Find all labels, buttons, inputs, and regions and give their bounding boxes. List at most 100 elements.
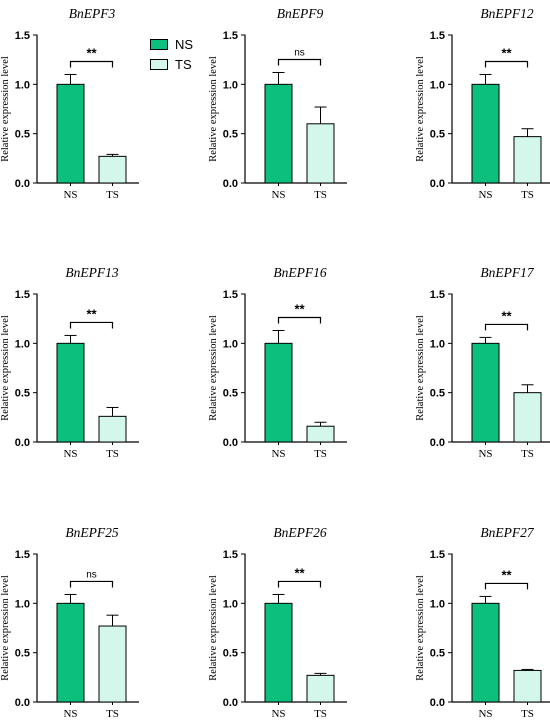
chart-6-bar-ns (471, 342, 500, 443)
chart-7-y-tick-label: 1.5 (15, 549, 30, 561)
chart-5-y-tick-label: 0.5 (223, 388, 238, 400)
chart-6-y-tick-label: 0.5 (430, 388, 445, 400)
chart-4-y-label: Relative expression level (0, 315, 11, 421)
chart-3-title: BnEPF12 (480, 6, 533, 21)
chart-5-significance-label: ** (294, 302, 305, 317)
chart-9-y-tick-label: 0.0 (430, 697, 445, 709)
chart-7-y-tick-label: 1.0 (15, 598, 30, 610)
chart-8-title: BnEPF26 (273, 525, 326, 540)
chart-8-y-label: Relative expression level (208, 575, 219, 681)
legend-label-ns: NS (175, 36, 194, 52)
chart-3-y-tick-label: 0.0 (430, 178, 445, 190)
chart-1-title: BnEPF3 (69, 6, 116, 21)
chart-7-y-label: Relative expression level (0, 575, 11, 681)
chart-7-bar-ns (56, 602, 85, 703)
chart-9-bar-ns (471, 602, 500, 703)
chart-1-y-label: Relative expression level (0, 56, 11, 162)
chart-5-x-tick-label-ns: NS (271, 448, 285, 460)
chart-4-y-tick-label: 1.5 (15, 289, 30, 301)
chart-5-y-tick-label: 1.5 (223, 289, 238, 301)
chart-7-title: BnEPF25 (65, 525, 118, 540)
chart-3-y-tick-label: 1.0 (430, 79, 445, 91)
chart-7-significance-bracket (69, 580, 114, 588)
chart-1-y-tick-label: 1.0 (15, 79, 30, 91)
chart-9-y-label: Relative expression level (415, 575, 426, 681)
chart-3-bar-ts (513, 136, 542, 184)
chart-4-x-tick-label-ns: NS (63, 448, 77, 460)
chart-3-bar-ns (471, 83, 500, 184)
chart-8-bar-ns (264, 602, 293, 703)
chart-9-y-tick-label: 1.0 (430, 598, 445, 610)
chart-5-y-tick-label: 1.0 (223, 338, 238, 350)
chart-2-significance-label: ns (294, 47, 305, 58)
chart-1-y-tick-label: 1.5 (15, 30, 30, 42)
chart-1-y-tick-label: 0.0 (15, 178, 30, 190)
chart-7-bar-ts (98, 625, 127, 703)
legend-item-ts: TS (150, 54, 193, 74)
chart-9-significance-bracket (484, 582, 529, 590)
chart-9-significance-label: ** (501, 567, 512, 582)
legend: NS TS (150, 34, 193, 74)
chart-1-x-tick-label-ns: NS (63, 189, 77, 201)
chart-9-x-tick-label-ts: TS (521, 708, 534, 720)
chart-2-y-tick-label: 0.0 (223, 178, 238, 190)
chart-8-y-tick-label: 0.5 (223, 648, 238, 660)
chart-8-x-tick-label-ts: TS (314, 708, 327, 720)
chart-5-bar-ts (306, 425, 335, 443)
chart-2-y-tick-label: 1.5 (223, 30, 238, 42)
chart-1-y-tick-label: 0.5 (15, 129, 30, 141)
chart-2-significance-bracket (277, 58, 322, 66)
chart-3-y-tick-label: 1.5 (430, 30, 445, 42)
chart-2-bar-ts (306, 123, 335, 184)
chart-5-bar-ns (264, 342, 293, 443)
chart-2-y-label: Relative expression level (208, 56, 219, 162)
legend-item-ns: NS (150, 34, 193, 54)
chart-7-x-tick-label-ns: NS (63, 708, 77, 720)
chart-6-significance-bracket (484, 323, 529, 331)
chart-6-y-tick-label: 1.5 (430, 289, 445, 301)
chart-7-x-tick-label-ts: TS (106, 708, 119, 720)
chart-5-significance-bracket (277, 316, 322, 324)
chart-8-y-tick-label: 0.0 (223, 697, 238, 709)
chart-4-significance-label: ** (86, 306, 97, 321)
chart-8-significance-bracket (277, 580, 322, 588)
chart-7-y-tick-label: 0.5 (15, 648, 30, 660)
chart-2-x-tick-label-ts: TS (314, 189, 327, 201)
chart-8-significance-label: ** (294, 565, 305, 580)
chart-1-bar-ns (56, 83, 85, 184)
chart-9-title: BnEPF27 (480, 525, 534, 540)
chart-3-significance-label: ** (501, 45, 512, 60)
chart-4-significance-bracket (69, 321, 114, 329)
chart-3-x-tick-label-ns: NS (478, 189, 492, 201)
chart-6-bar-ts (513, 392, 542, 443)
chart-4-bar-ns (56, 342, 85, 443)
chart-2-y-tick-label: 1.0 (223, 79, 238, 91)
legend-swatch-ts (150, 58, 168, 70)
chart-7-y-tick-label: 0.0 (15, 697, 30, 709)
chart-4-y-tick-label: 0.5 (15, 388, 30, 400)
chart-6-title: BnEPF17 (480, 265, 534, 280)
chart-8-y-tick-label: 1.0 (223, 598, 238, 610)
chart-4-x-tick-label-ts: TS (106, 448, 119, 460)
chart-9-y-tick-label: 0.5 (430, 648, 445, 660)
chart-9-x-tick-label-ns: NS (478, 708, 492, 720)
chart-5-x-tick-label-ts: TS (314, 448, 327, 460)
chart-2-y-tick-label: 0.5 (223, 129, 238, 141)
chart-3-y-label: Relative expression level (415, 56, 426, 162)
legend-label-ts: TS (175, 56, 192, 72)
chart-6-significance-label: ** (501, 308, 512, 323)
chart-3-x-tick-label-ts: TS (521, 189, 534, 201)
chart-4-y-tick-label: 0.0 (15, 437, 30, 449)
chart-2-x-tick-label-ns: NS (271, 189, 285, 201)
chart-6-x-tick-label-ns: NS (478, 448, 492, 460)
chart-8-y-tick-label: 1.5 (223, 549, 238, 561)
chart-1-bar-ts (98, 155, 127, 184)
chart-1-x-tick-label-ts: TS (106, 189, 119, 201)
chart-3-y-tick-label: 0.5 (430, 129, 445, 141)
chart-2-title: BnEPF9 (277, 6, 324, 21)
chart-6-y-tick-label: 1.0 (430, 338, 445, 350)
chart-5-y-tick-label: 0.0 (223, 437, 238, 449)
chart-6-y-tick-label: 0.0 (430, 437, 445, 449)
chart-1-significance-label: ** (86, 45, 97, 60)
